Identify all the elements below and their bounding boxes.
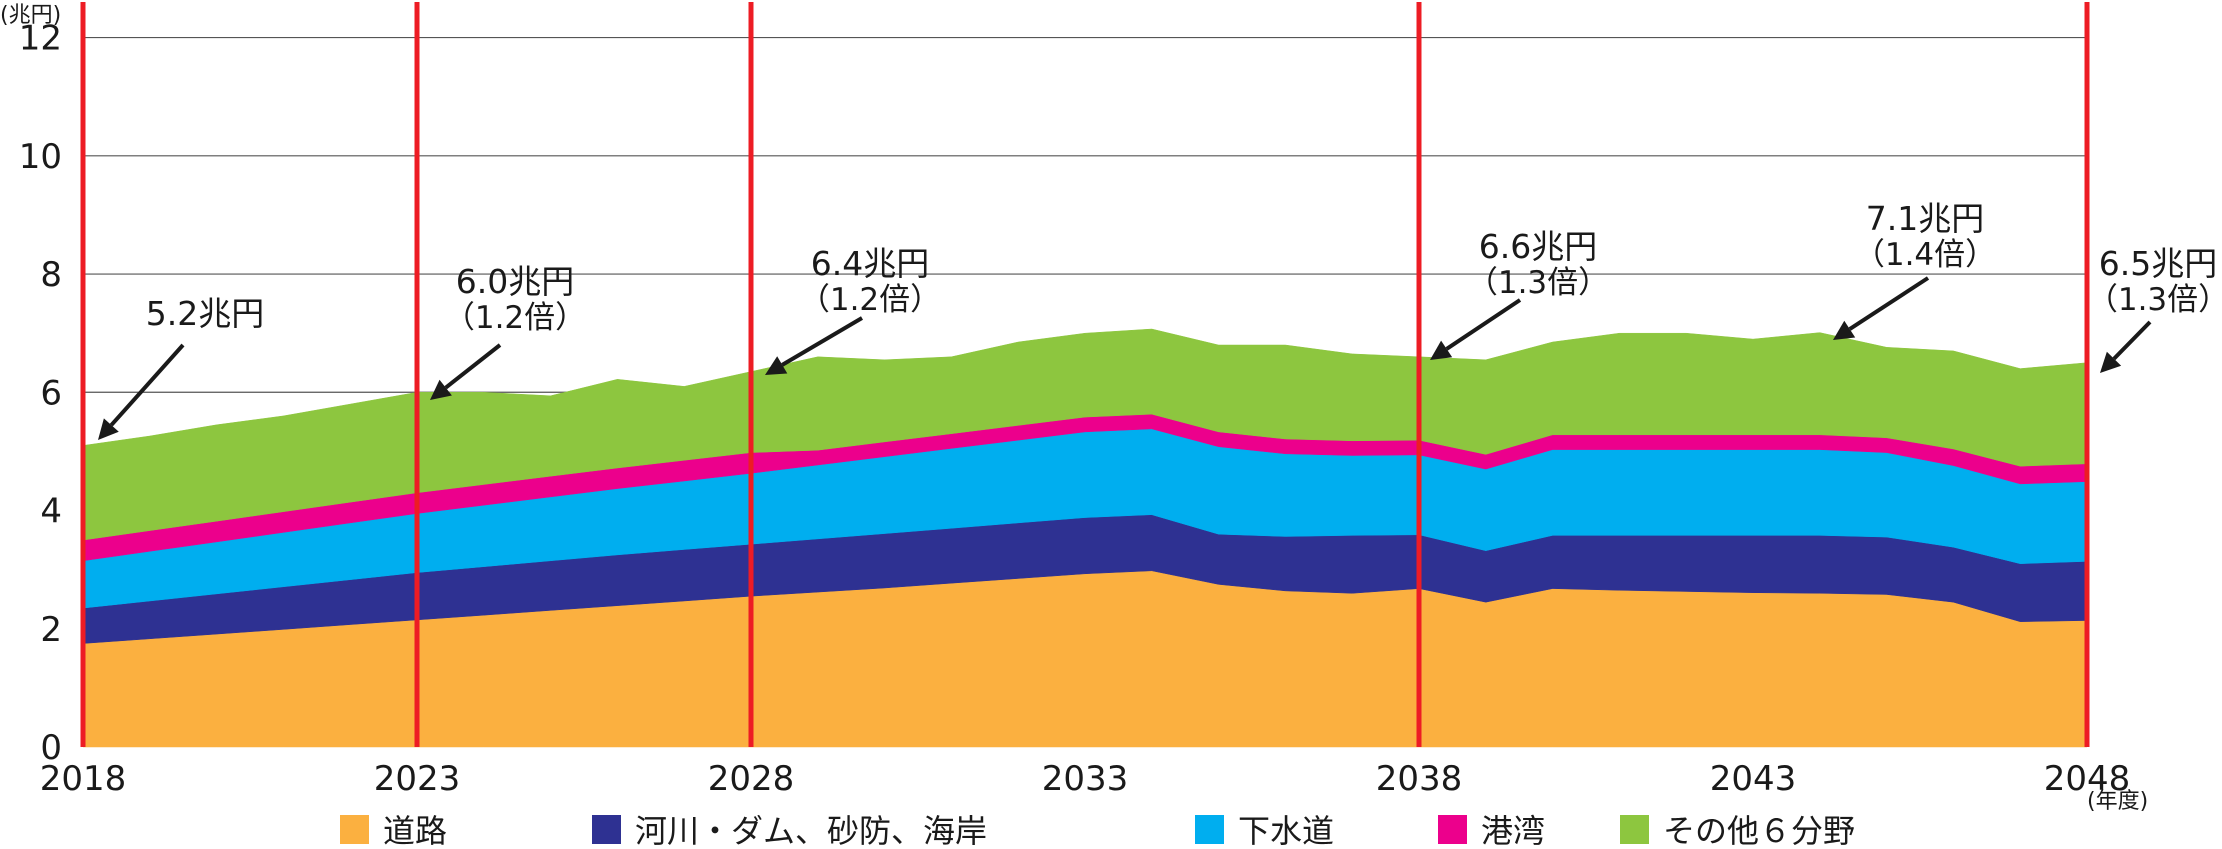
legend: 道路 河川・ダム、砂防、海岸 下水道 港湾 その他６分野 [340,812,1855,849]
annotation-arrow-2048 [2112,320,2152,361]
annotation-arrow-2028 [781,316,864,367]
annotation-arrowhead-2028 [765,356,788,375]
y-unit-label: (兆円) [0,3,61,28]
y-tick-label: 10 [19,137,62,177]
legend-swatch-港湾 [1438,815,1467,844]
x-tick-label: 2048 [2044,759,2131,799]
x-tick-label: 2023 [374,759,461,799]
annotation-arrow-2023 [444,343,502,390]
legend-swatch-道路 [340,815,369,844]
axes: (兆円) (年度) 0 2 4 6 8 10 12 2018 2023 2028 2033 2038 2… [0,3,2148,814]
legend-swatch-下水道 [1195,815,1224,844]
x-tick-label: 2033 [1042,759,1129,799]
y-tick-label: 4 [40,492,62,532]
x-unit-label: (年度) [2087,789,2148,814]
annotation-total-2028: 6.4兆円 [811,244,929,283]
annotation-arrowhead-2023 [430,379,452,400]
annotations: 5.2兆円6.0兆円（1.2倍）6.4兆円（1.2倍）6.6兆円（1.3倍）7.… [98,199,2222,440]
annotation-ratio-2038: （1.3倍） [1467,265,1609,301]
annotation-arrowhead-2038 [1430,340,1453,360]
legend-label-河川・ダム、砂防、海岸: 河川・ダム、砂防、海岸 [635,812,987,849]
y-tick-label: 6 [40,373,62,413]
annotation-arrow-2018 [109,343,185,427]
annotation-arrow-2038 [1445,298,1522,351]
legend-label-下水道: 下水道 [1238,812,1334,849]
annotation-total-2048: 6.5兆円 [2099,244,2217,283]
legend-label-その他６分野: その他６分野 [1663,812,1855,849]
y-tick-label: 12 [19,19,62,59]
y-tick-label: 8 [40,255,62,295]
stacked-areas [82,328,2088,748]
y-tick-label: 0 [40,728,62,768]
annotation-arrowhead-2045 [1833,320,1856,340]
legend-swatch-その他６分野 [1620,815,1649,844]
annotation-ratio-2048: （1.3倍） [2087,282,2222,318]
annotation-total-2018: 5.2兆円 [146,294,264,333]
x-tick-label: 2028 [708,759,795,799]
x-tick-label: 2038 [1376,759,1463,799]
y-tick-label: 2 [40,610,62,650]
legend-label-港湾: 港湾 [1481,812,1545,849]
annotation-ratio-2023: （1.2倍） [444,300,586,336]
year-marker-lines [80,2,2090,747]
legend-label-道路: 道路 [383,812,447,849]
annotation-arrowhead-2018 [98,418,119,440]
annotation-arrow-2045 [1848,276,1930,331]
annotation-arrowhead-2048 [2100,351,2122,373]
annotation-ratio-2045: （1.4倍） [1854,237,1996,273]
x-tick-label: 2018 [40,759,127,799]
annotation-total-2023: 6.0兆円 [456,262,574,301]
annotation-total-2038: 6.6兆円 [1479,227,1597,266]
legend-swatch-河川・ダム、砂防、海岸 [592,815,621,844]
annotation-ratio-2028: （1.2倍） [799,282,941,318]
annotation-total-2045: 7.1兆円 [1866,199,1984,238]
x-tick-label: 2043 [1710,759,1797,799]
